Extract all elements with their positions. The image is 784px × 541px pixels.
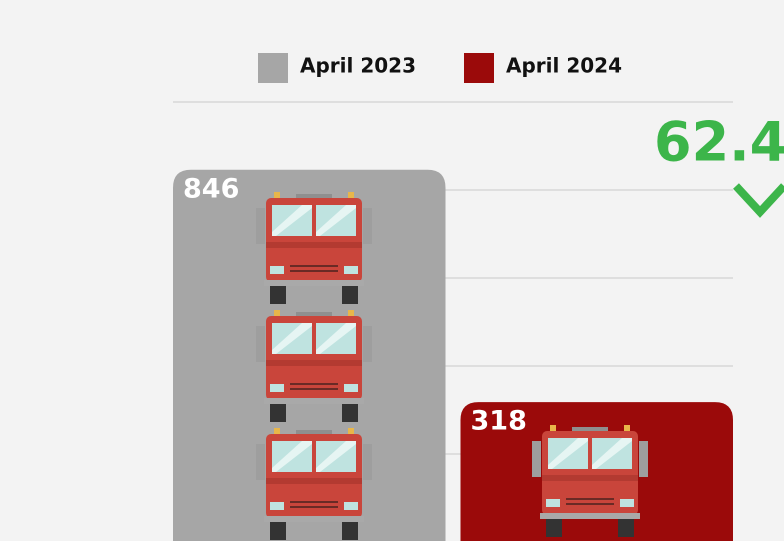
value-label: 846 — [183, 173, 239, 204]
legend-label: April 2023 — [300, 54, 416, 78]
legend-swatch — [464, 53, 494, 83]
value-label: 318 — [471, 406, 527, 437]
annotation: 62.4 — [654, 111, 784, 174]
legend-swatch — [258, 53, 288, 83]
legend-label: April 2024 — [506, 54, 622, 78]
labels: 846 318 — [183, 173, 527, 436]
annotation-arrow — [733, 183, 784, 218]
